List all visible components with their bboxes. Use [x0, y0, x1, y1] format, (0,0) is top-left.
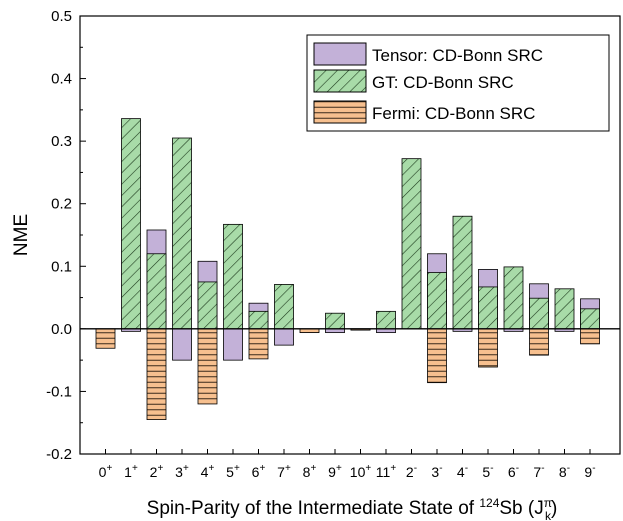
legend-label-gt: GT: CD-Bonn SRC — [372, 73, 514, 92]
y-tick-label: 0.1 — [51, 258, 72, 275]
bar-gt — [427, 272, 447, 330]
x-tick-label: 6- — [508, 463, 519, 480]
x-axis-title-element: Sb — [499, 498, 522, 519]
bar-gt — [172, 137, 192, 330]
y-tick-label: -0.2 — [46, 446, 72, 463]
bar-gt — [197, 281, 218, 330]
y-tick-label: 0.2 — [51, 196, 72, 213]
x-tick-label: 10+ — [350, 463, 372, 480]
y-tick-label: 0.0 — [51, 321, 72, 338]
x-tick-label: 0+ — [99, 463, 113, 480]
x-axis-title-text: Spin-Parity of the Intermediate State of — [147, 498, 480, 519]
x-tick-label: 4+ — [201, 463, 215, 480]
legend-swatch-tensor — [313, 42, 367, 66]
x-axis-title-pi: π — [544, 496, 552, 510]
x-axis-title-paren-open: (J — [523, 498, 544, 519]
x-tick-label: 8- — [559, 463, 570, 480]
y-tick-label: -0.1 — [46, 383, 72, 400]
bar-gt — [401, 158, 422, 330]
x-tick-label: 5- — [482, 463, 493, 480]
x-tick-label: 4- — [457, 463, 468, 480]
legend-label-tensor: Tensor: CD-Bonn SRC — [372, 46, 543, 65]
x-tick-label: 3+ — [175, 463, 189, 480]
x-tick-label: 1+ — [124, 463, 138, 480]
x-tick-label: 9+ — [328, 463, 342, 480]
bar-fermi — [478, 328, 498, 368]
y-tick-label: 0.5 — [51, 8, 72, 25]
bar-tensor — [172, 328, 192, 361]
bar-gt — [325, 312, 345, 330]
x-tick-label: 11+ — [376, 463, 397, 480]
bar-fermi — [427, 328, 447, 384]
legend-label-fermi: Fermi: CD-Bonn SRC — [372, 104, 535, 123]
x-axis-title-paren-close: ) — [551, 498, 557, 519]
x-tick-label: 6+ — [252, 463, 266, 480]
legend-swatch-fermi — [313, 100, 367, 124]
bar-gt — [146, 253, 167, 330]
bar-gt — [478, 286, 498, 330]
x-tick-label: 3- — [431, 463, 442, 480]
bar-gt — [121, 118, 141, 330]
y-axis-title: NME — [11, 214, 32, 256]
bar-gt — [529, 297, 549, 330]
bar-tensor — [274, 328, 294, 346]
legend: Tensor: CD-Bonn SRC GT: CD-Bonn SRC Ferm… — [306, 34, 610, 132]
bar-gt — [248, 310, 269, 330]
bar-fermi — [95, 328, 116, 349]
x-tick-label: 5+ — [226, 463, 240, 480]
bars-layer — [95, 118, 600, 420]
x-axis-title: Spin-Parity of the Intermediate State of… — [147, 496, 558, 521]
bar-fermi — [529, 328, 549, 356]
y-tick-label: 0.4 — [51, 71, 72, 88]
bar-fermi — [580, 328, 600, 345]
x-tick-label: 9- — [584, 463, 595, 480]
bar-gt — [223, 223, 243, 330]
x-axis-title-k: k — [545, 509, 552, 521]
x-tick-label: 2- — [406, 463, 417, 480]
x-tick-label: 7+ — [277, 463, 291, 480]
bar-fermi — [248, 328, 269, 360]
bar-gt — [452, 215, 473, 330]
bar-gt — [580, 308, 600, 330]
x-axis: 0+ 1+ 2+ 3+ 4+ 5+ 6+ 7+ 8+ 9+ 10+ 11+ 2- 3- 4- 5- 6- 7- 8-… — [99, 449, 596, 480]
bar-fermi — [197, 328, 218, 405]
y-tick-label: 0.3 — [51, 133, 72, 150]
bar-tensor — [223, 328, 243, 361]
legend-swatch-gt — [313, 69, 367, 93]
bar-gt — [554, 288, 575, 330]
bar-gt — [376, 310, 396, 330]
x-tick-label: 2+ — [150, 463, 164, 480]
x-tick-label: 8+ — [303, 463, 317, 480]
bar-gt — [274, 284, 294, 330]
x-axis-title-mass-number: 124 — [479, 496, 499, 510]
y-axis: -0.2 -0.1 0.0 0.1 0.2 0.3 0.4 0.5 — [46, 8, 86, 463]
bar-gt — [503, 266, 524, 330]
bar-fermi — [146, 328, 167, 420]
x-tick-label: 7- — [533, 463, 544, 480]
